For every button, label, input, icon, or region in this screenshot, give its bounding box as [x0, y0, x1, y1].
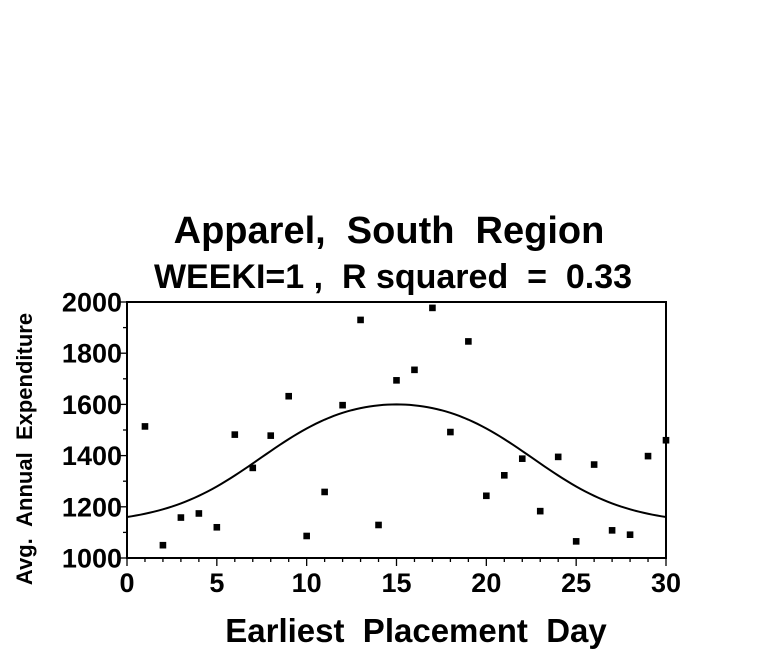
- svg-text:1800: 1800: [62, 339, 122, 369]
- svg-text:Avg. Annual Expenditure: Avg. Annual Expenditure: [12, 313, 37, 585]
- svg-text:5: 5: [209, 568, 224, 598]
- svg-text:1000: 1000: [62, 544, 122, 574]
- svg-text:30: 30: [651, 568, 681, 598]
- svg-text:2000: 2000: [62, 288, 122, 318]
- svg-text:Apparel, South Region: Apparel, South Region: [174, 210, 605, 252]
- svg-text:1600: 1600: [62, 390, 122, 420]
- svg-text:Earliest Placement Day: Earliest Placement Day: [225, 612, 607, 649]
- svg-text:1200: 1200: [62, 492, 122, 522]
- svg-text:20: 20: [471, 568, 501, 598]
- svg-text:WEEKI=1 , R squared = 0.33: WEEKI=1 , R squared = 0.33: [154, 258, 632, 296]
- svg-text:10: 10: [292, 568, 322, 598]
- svg-text:15: 15: [381, 568, 411, 598]
- svg-text:1400: 1400: [62, 441, 122, 471]
- svg-text:25: 25: [561, 568, 591, 598]
